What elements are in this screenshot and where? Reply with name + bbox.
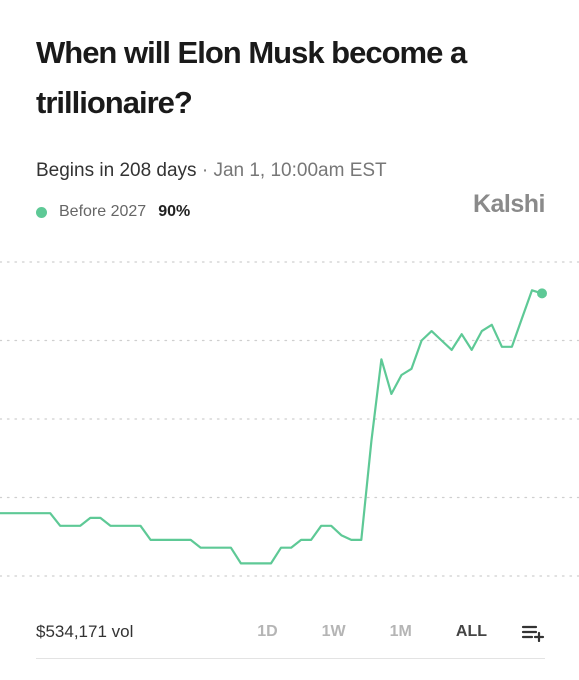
legend-value: 90% [158,203,191,220]
range-button[interactable]: 1M [389,623,412,640]
series-line [0,289,543,565]
range-button[interactable]: 1W [321,623,346,640]
brand-logo[interactable]: Kalshi [472,190,546,218]
chart [0,261,579,577]
volume: $534,171 vol [36,622,134,641]
legend: Before 2027 90% [36,203,190,221]
start-time: · Jan 1, 10:00am EST [201,160,387,181]
legend-swatch [36,206,47,218]
schedule: Begins in 208 days · Jan 1, 10:00am EST [36,160,387,182]
legend-label: Before 2027 [59,203,147,220]
menu-icon[interactable] [521,622,545,642]
range-button[interactable]: ALL [455,623,487,640]
footer: $534,171 vol 1D 1W 1M ALL [36,620,545,644]
divider [36,658,545,659]
countdown: Begins in 208 days [36,160,197,181]
market-title: When will Elon Musk become a trillionair… [36,35,467,120]
current-point [537,288,547,299]
range-button[interactable]: 1D [257,623,278,640]
range-selector: 1D 1W 1M ALL [213,623,487,641]
